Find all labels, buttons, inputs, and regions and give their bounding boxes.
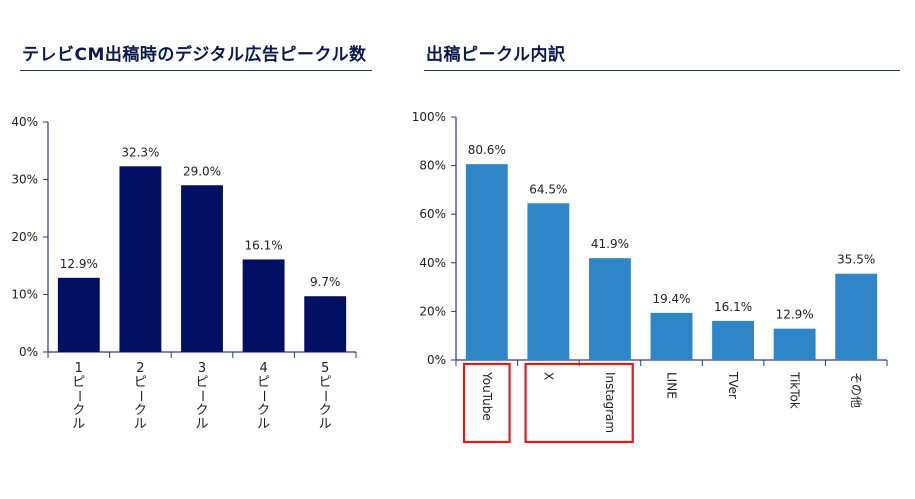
left-category-label: 3 bbox=[198, 361, 206, 376]
right-title-underline bbox=[424, 70, 900, 71]
left-category-label: ク bbox=[195, 403, 208, 418]
left-category-label: ク bbox=[134, 403, 147, 418]
right-y-tick-label: 60% bbox=[419, 207, 446, 221]
left-category-label: ー bbox=[256, 389, 271, 402]
right-category-label: YouTube bbox=[480, 371, 494, 421]
left-category-label: ク bbox=[257, 403, 270, 418]
left-value-label: 12.9% bbox=[60, 257, 98, 271]
right-value-label: 64.5% bbox=[529, 182, 567, 196]
right-category-label: X bbox=[541, 372, 555, 380]
right-chart-title: 出稿ピークル内訳 bbox=[426, 45, 566, 65]
left-category-label: ル bbox=[319, 417, 332, 432]
right-y-tick-label: 20% bbox=[419, 304, 446, 318]
left-title-underline bbox=[20, 70, 372, 71]
left-category-label: ー bbox=[194, 389, 209, 402]
right-y-tick-label: 40% bbox=[419, 256, 446, 270]
left-bar bbox=[304, 296, 347, 352]
left-category-label: 2 bbox=[136, 361, 144, 376]
left-category-label: 4 bbox=[259, 361, 267, 376]
right-value-label: 80.6% bbox=[468, 143, 506, 157]
right-value-label: 12.9% bbox=[776, 308, 814, 322]
left-category-label: ク bbox=[319, 403, 332, 418]
left-category-label: ル bbox=[257, 417, 270, 432]
left-y-tick-label: 20% bbox=[11, 230, 38, 244]
right-value-label: 35.5% bbox=[837, 253, 875, 267]
right-value-label: 41.9% bbox=[591, 237, 629, 251]
left-y-tick-label: 40% bbox=[11, 115, 38, 129]
left-category-label: ー bbox=[132, 389, 147, 402]
right-bar bbox=[773, 328, 816, 360]
left-y-tick-label: 0% bbox=[19, 345, 38, 359]
right-category-label: LINE bbox=[665, 372, 679, 399]
right-y-tick-label: 0% bbox=[427, 353, 446, 367]
right-y-tick-label: 100% bbox=[412, 110, 446, 124]
right-bar bbox=[712, 320, 755, 360]
right-value-label: 19.4% bbox=[652, 292, 690, 306]
right-bar bbox=[527, 203, 570, 360]
right-category-label: その他 bbox=[849, 372, 863, 408]
left-y-tick-label: 30% bbox=[11, 173, 38, 187]
right-value-label: 16.1% bbox=[714, 300, 752, 314]
left-category-label: 1 bbox=[75, 361, 83, 376]
left-value-label: 16.1% bbox=[245, 238, 283, 252]
left-category-label: ー bbox=[317, 389, 332, 402]
right-category-label: TikTok bbox=[788, 371, 802, 409]
left-bar bbox=[57, 277, 100, 352]
left-value-label: 32.3% bbox=[121, 145, 159, 159]
left-category-label: ク bbox=[72, 403, 85, 418]
left-category-label: ピ bbox=[134, 375, 147, 390]
right-bar bbox=[465, 164, 508, 360]
left-category-label: ピ bbox=[257, 375, 270, 390]
right-category-label: TVer bbox=[726, 371, 740, 399]
right-bar bbox=[650, 312, 693, 360]
left-category-label: ピ bbox=[72, 375, 85, 390]
right-bar bbox=[588, 258, 631, 360]
left-value-label: 29.0% bbox=[183, 164, 221, 178]
left-bar bbox=[181, 185, 223, 352]
left-bar bbox=[242, 259, 285, 352]
left-chart-title: テレビCM出稿時のデジタル広告ピークル数 bbox=[22, 45, 367, 65]
left-category-label: ー bbox=[71, 389, 86, 402]
right-category-label: Instagram bbox=[603, 372, 617, 433]
highlight-box bbox=[462, 362, 511, 444]
left-category-label: ル bbox=[195, 417, 208, 432]
right-y-tick-label: 80% bbox=[419, 159, 446, 173]
left-value-label: 9.7% bbox=[310, 275, 341, 289]
left-category-label: 5 bbox=[321, 361, 329, 376]
highlight-box bbox=[524, 362, 634, 444]
right-bar bbox=[835, 273, 878, 360]
left-y-tick-label: 10% bbox=[11, 288, 38, 302]
left-bar bbox=[119, 166, 162, 352]
left-category-label: ル bbox=[134, 417, 147, 432]
left-category-label: ル bbox=[72, 417, 85, 432]
left-category-label: ピ bbox=[319, 375, 332, 390]
left-category-label: ピ bbox=[195, 375, 208, 390]
